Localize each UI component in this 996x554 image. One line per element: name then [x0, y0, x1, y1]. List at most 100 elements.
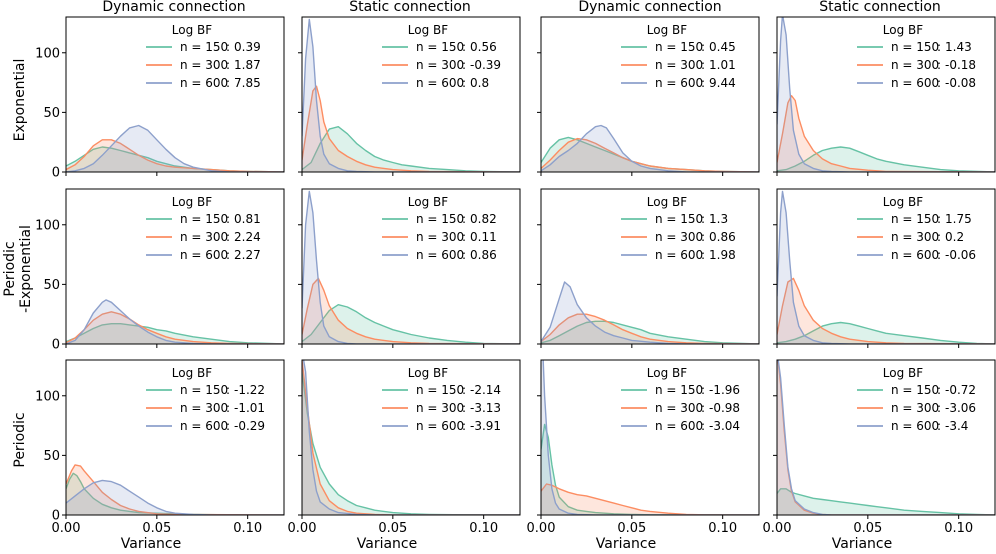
y-tick-label: 100 [35, 389, 60, 404]
legend-logbf-value: 1.75 [945, 212, 972, 226]
legend-series-name: n = 300 [180, 58, 228, 72]
legend: Log BF n = 150: -1.96 n = 300: -0.98 n = 600:… [621, 366, 740, 433]
density-line-series-2 [66, 311, 284, 344]
legend-series-name: n = 300 [416, 230, 464, 244]
legend-series-name: n = 600 [891, 248, 939, 262]
y-tick-label: 50 [43, 449, 60, 464]
legend-series-name: n = 150 [891, 212, 939, 226]
density-fill-series-2 [302, 278, 520, 344]
legend-separator: : [937, 401, 941, 415]
y-tick-label: 0 [52, 338, 60, 353]
density-fill-series-3 [302, 19, 520, 172]
legend-series-name: n = 150 [180, 212, 228, 226]
legend-series-name: n = 300 [891, 401, 939, 415]
legend-series-name: n = 300 [180, 401, 228, 415]
panel-1-4: Log BFn = 150: 1.43n = 300: -0.18n = 600: -… [773, 16, 996, 176]
axes-frame [540, 188, 760, 345]
legend-logbf-value: -2.14 [470, 383, 501, 397]
density-fill-series-1 [541, 424, 759, 515]
panel-1-3: Log BFn = 150: 0.45n = 300: 1.01n = 600: 9.… [537, 16, 760, 176]
legend-logbf-value: -0.98 [709, 401, 740, 415]
x-tick-label: 0.00 [527, 521, 556, 536]
axes-frame [65, 359, 285, 516]
legend-logbf-value: -3.91 [470, 419, 501, 433]
density-line-series-3 [66, 479, 284, 515]
density-fill-series-3 [777, 17, 995, 172]
legend-series-name: n = 600 [416, 248, 464, 262]
legend-logbf-value: -0.18 [945, 58, 976, 72]
density-fill-series-2 [66, 311, 284, 344]
density-fill-series-2 [541, 314, 759, 344]
density-fill-series-2 [66, 464, 284, 515]
axes-frame [776, 188, 996, 345]
legend-separator: : [701, 401, 705, 415]
legend-series-name: n = 600 [891, 419, 939, 433]
density-line-series-2 [66, 464, 284, 515]
density-line-series-2 [302, 277, 520, 344]
density-curves [302, 18, 520, 172]
column-title-3: Dynamic connection [578, 0, 721, 15]
density-fill-series-3 [541, 282, 759, 344]
density-fill-series-1 [541, 321, 759, 344]
x-tick-label: 0.05 [853, 521, 882, 536]
legend-logbf-value: 0.82 [470, 212, 497, 226]
legend-logbf-value: 1.3 [709, 212, 728, 226]
legend-series-name: n = 600 [180, 419, 228, 433]
legend-separator: : [226, 248, 230, 262]
legend-logbf-value: 0.11 [470, 230, 497, 244]
panel-2-4: Log BFn = 150: 1.75n = 300: 0.2n = 600: -0.… [773, 188, 996, 348]
density-fill-series-1 [777, 322, 995, 344]
legend-series-name: n = 150 [416, 212, 464, 226]
row-label-exponential: Exponential [12, 59, 28, 142]
legend-series-name: n = 600 [891, 76, 939, 90]
legend-separator: : [462, 419, 466, 433]
legend-series-name: n = 600 [416, 76, 464, 90]
y-tick-label: 0 [52, 166, 60, 181]
legend-series-name: n = 150 [891, 40, 939, 54]
legend-separator: : [462, 248, 466, 262]
legend: Log BFn = 150: 1.3n = 300: 0.86n = 600: 1.9… [621, 195, 736, 262]
legend-separator: : [701, 248, 705, 262]
column-title-4: Static connection [819, 0, 941, 15]
y-tick-label: 100 [35, 46, 60, 61]
row-label-periodic-line1: Periodic [2, 241, 18, 296]
legend-logbf-value: 0.8 [470, 76, 489, 90]
legend-title: Log BF [647, 195, 687, 209]
legend-series-name: n = 150 [655, 383, 703, 397]
legend-separator: : [701, 383, 705, 397]
density-fill-series-3 [541, 125, 759, 172]
legend-separator: : [226, 401, 230, 415]
legend-title: Log BF [172, 195, 212, 209]
y-tick-label: 50 [43, 278, 60, 293]
legend-separator: : [226, 76, 230, 90]
x-tick-label: 0.05 [378, 521, 407, 536]
density-fill-series-1 [302, 371, 520, 515]
legend-logbf-value: 1.98 [709, 248, 736, 262]
x-tick-label: 0.10 [469, 521, 498, 536]
legend-logbf-value: 2.27 [234, 248, 261, 262]
legend-logbf-value: 0.45 [709, 40, 736, 54]
density-line-series-3 [541, 281, 759, 344]
legend-logbf-value: 2.24 [234, 230, 261, 244]
legend-logbf-value: 0.81 [234, 212, 261, 226]
y-tick-label: 0 [52, 509, 60, 524]
density-curves [777, 190, 995, 344]
legend-logbf-value: 1.01 [709, 58, 736, 72]
legend-logbf-value: 9.44 [709, 76, 736, 90]
axes-frame [540, 359, 760, 516]
legend-separator: : [701, 230, 705, 244]
x-axis-label: Variance [596, 536, 656, 552]
panel-1-2: Log BFn = 150: 0.56n = 300: -0.39n = 600: 0… [298, 16, 521, 176]
legend-logbf-value: 0.86 [470, 248, 497, 262]
legend-separator: : [937, 248, 941, 262]
legend: Log BFn = 150: 0.82n = 300: 0.11n = 600: 0.… [382, 195, 497, 262]
density-line-series-2 [541, 483, 759, 515]
legend-title: Log BF [408, 23, 448, 37]
density-line-series-2 [66, 139, 284, 172]
density-line-series-1 [302, 126, 520, 172]
density-fill-series-1 [777, 147, 995, 172]
legend-separator: : [462, 212, 466, 226]
legend-series-name: n = 300 [416, 58, 464, 72]
density-line-series-2 [777, 95, 995, 172]
